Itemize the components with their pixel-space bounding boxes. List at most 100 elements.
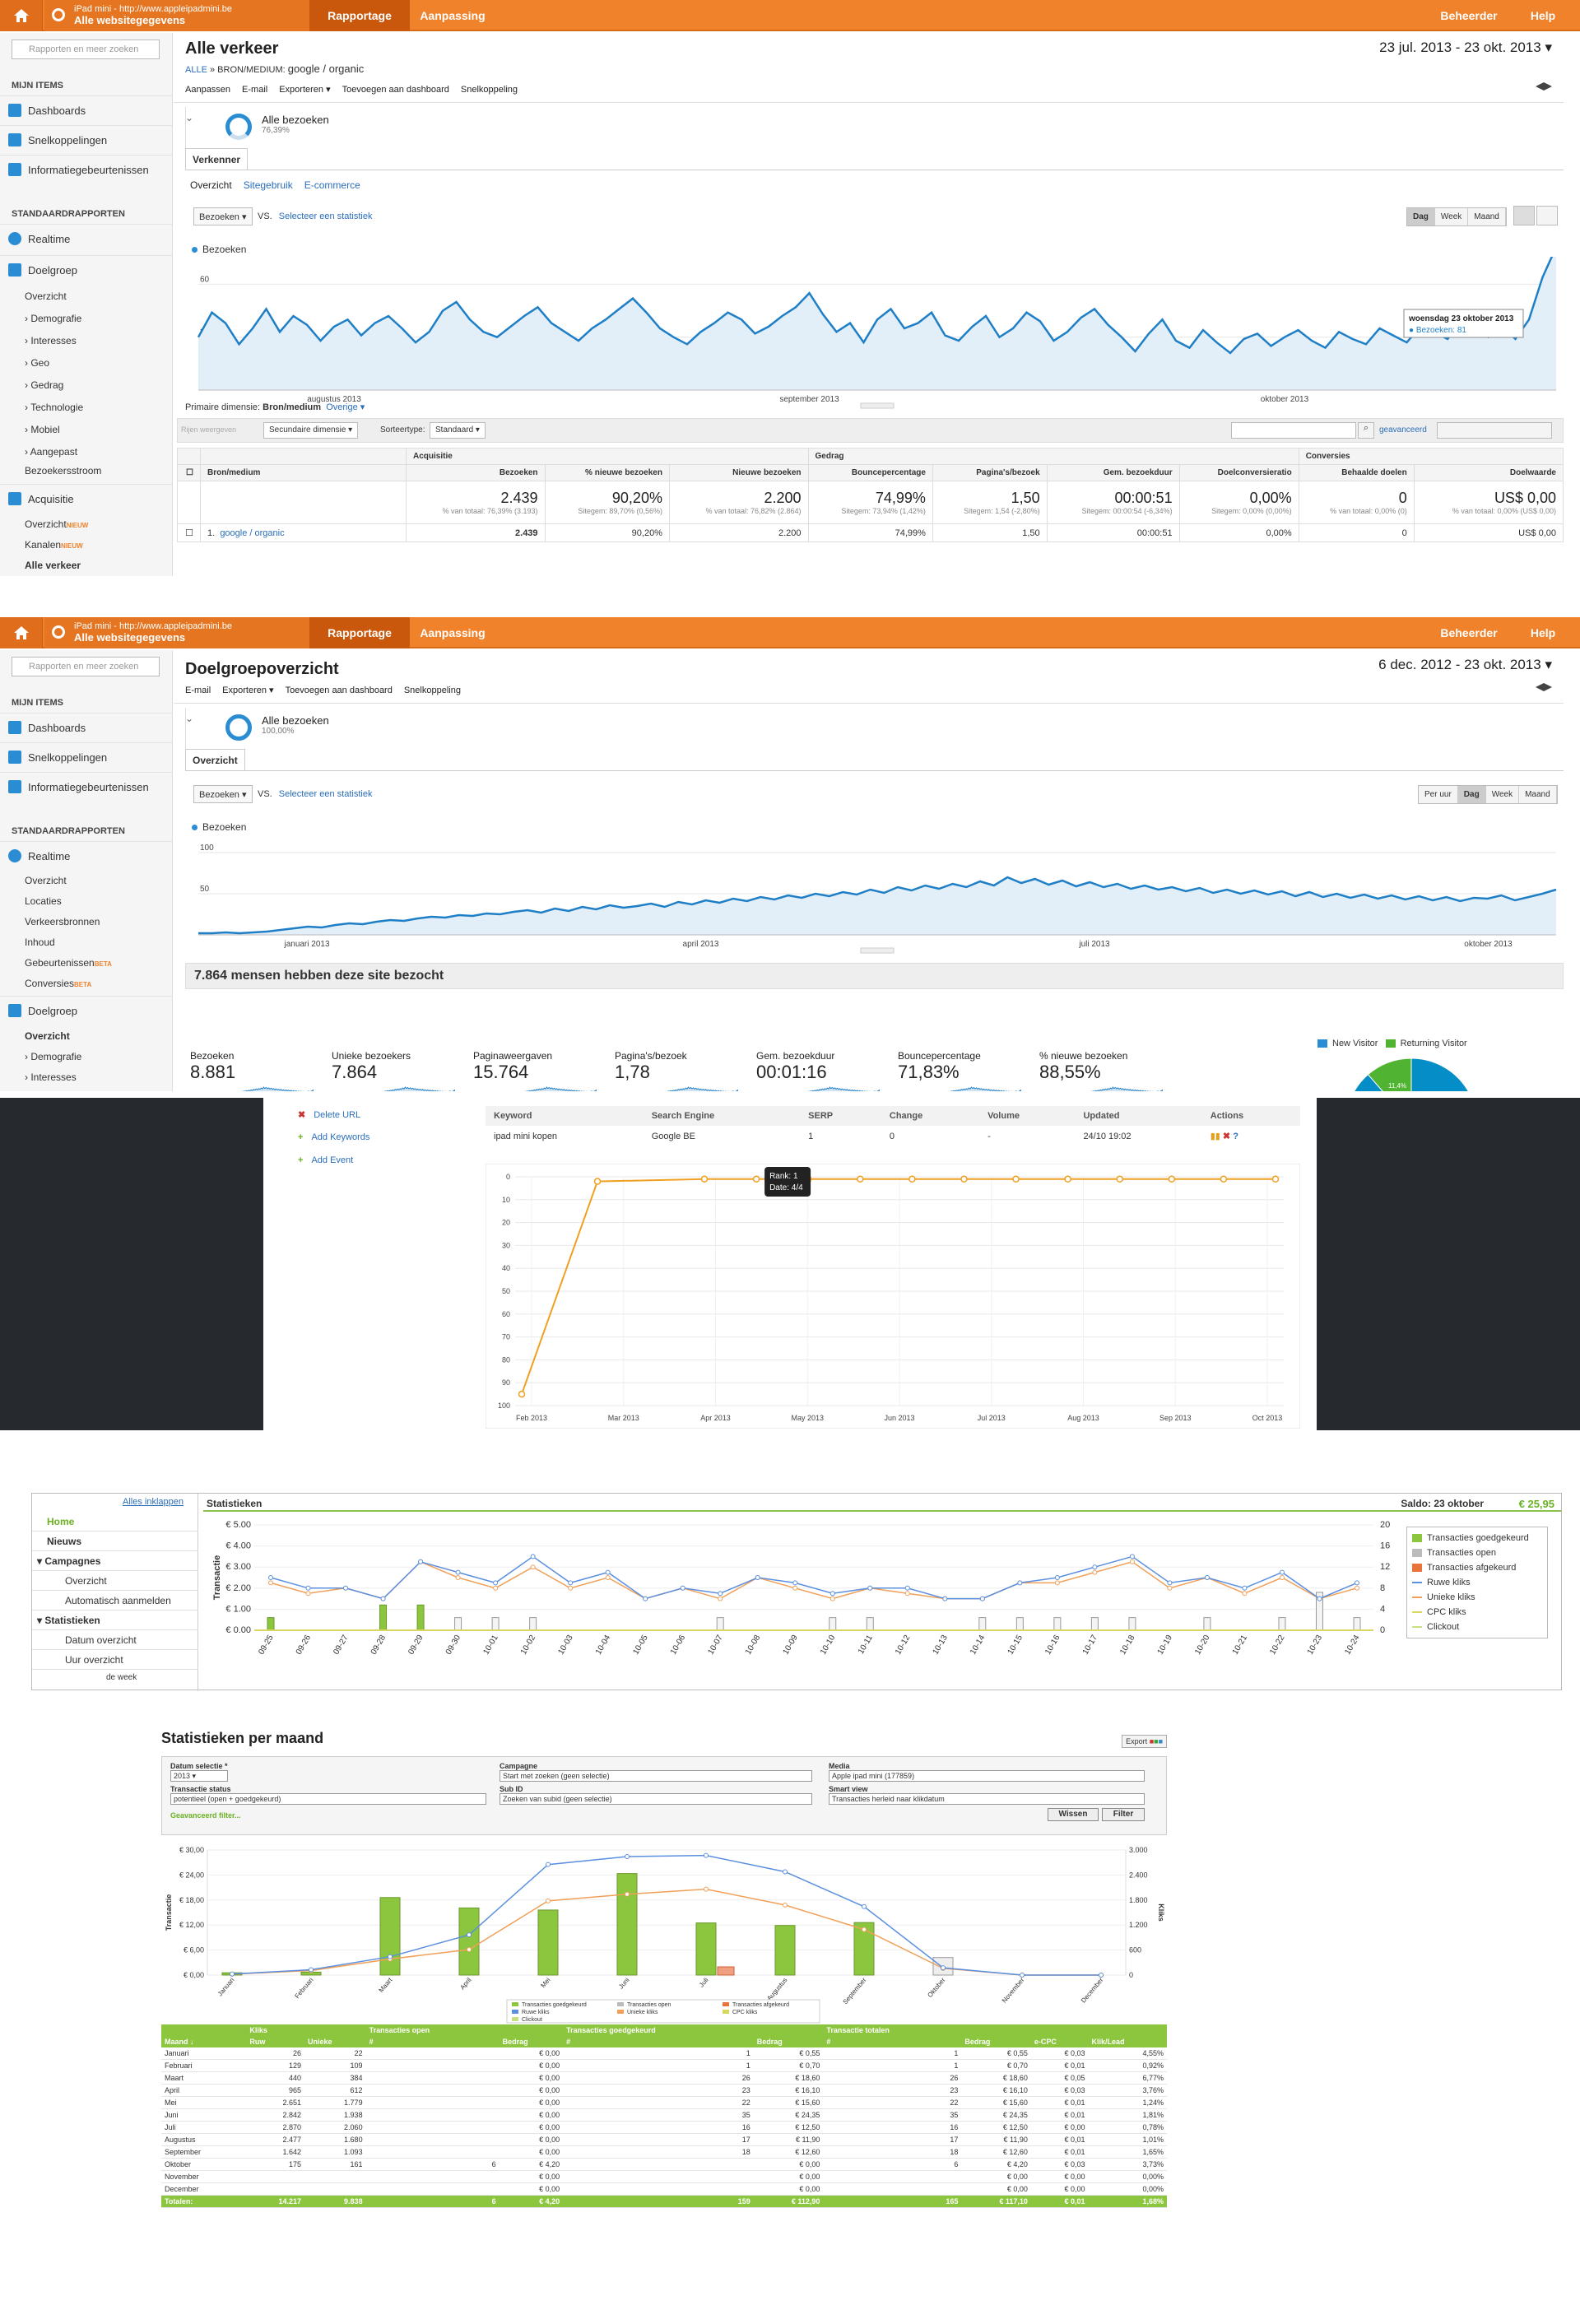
col-avg-duration[interactable]: Gem. bezoekduur	[1046, 464, 1180, 481]
status-select[interactable]: potentieel (open + goedgekeurd)	[170, 1793, 486, 1805]
chevron-down-icon[interactable]: ⌄	[185, 112, 194, 123]
tab-overview[interactable]: Overzicht	[185, 749, 245, 770]
segment-all-visits[interactable]: Alle bezoeken 76,39%	[185, 107, 366, 148]
sidebar-sub-rt-conversions[interactable]: ConversiesBETA	[25, 978, 91, 989]
bar-chart-icon[interactable]: ▮▮	[1210, 1132, 1220, 1141]
nav-date-overview[interactable]: Datum overzicht	[32, 1630, 198, 1650]
shortcut-button[interactable]: Snelkoppeling	[460, 85, 518, 95]
sidebar-sub-interests[interactable]: › Interesses	[25, 1071, 77, 1083]
select-metric-link[interactable]: Selecteer een statistiek	[278, 789, 373, 799]
sidebar-sub-channels[interactable]: KanalenNIEUW	[25, 539, 83, 551]
help-link[interactable]: Help	[1530, 626, 1556, 639]
metric-card[interactable]: Bezoeken 8.881	[190, 1050, 314, 1091]
sidebar-sub-rt-events[interactable]: GebeurtenissenBETA	[25, 957, 112, 969]
other-dim-link[interactable]: Overige ▾	[326, 402, 365, 412]
sidebar-sub-geo[interactable]: › Geo	[25, 357, 50, 369]
add-event-link[interactable]: + Add Event	[298, 1155, 353, 1165]
email-button[interactable]: E-mail	[185, 686, 211, 695]
breadcrumb-value[interactable]: google / organic	[287, 63, 365, 75]
report-search-input[interactable]: Rapporten en meer zoeken	[12, 657, 160, 676]
clear-button[interactable]: Wissen	[1048, 1808, 1099, 1821]
metric-select[interactable]: Bezoeken ▾	[193, 207, 253, 225]
motion-chart-icon[interactable]	[1536, 206, 1558, 225]
beheerder-link[interactable]: Beheerder	[1440, 626, 1498, 639]
graduation-cap-icon[interactable]	[1536, 683, 1552, 695]
sidebar-sub-audience-overview[interactable]: Overzicht	[25, 1030, 70, 1042]
date-range-picker[interactable]: 23 jul. 2013 - 23 okt. 2013 ▾	[1379, 40, 1552, 56]
sidebar-sub-rt-content[interactable]: Inhoud	[25, 937, 55, 948]
period-day-button[interactable]: Dag	[1407, 208, 1435, 225]
media-select[interactable]: Apple ipad mini (177859)	[829, 1770, 1145, 1782]
shortcut-button[interactable]: Snelkoppeling	[403, 686, 461, 695]
customize-button[interactable]: Aanpassen	[185, 85, 231, 95]
add-keywords-link[interactable]: + Add Keywords	[298, 1132, 369, 1142]
smartview-select[interactable]: Transacties herleid naar klikdatum	[829, 1793, 1145, 1805]
export-button[interactable]: Export ■■■	[1122, 1735, 1167, 1748]
property-selector[interactable]: iPad mini - http://www.appleipadmini.be A…	[44, 617, 309, 648]
period-week-button[interactable]: Week	[1485, 786, 1520, 803]
nav-news[interactable]: Nieuws	[32, 1532, 198, 1551]
nav-auto-signup[interactable]: Automatisch aanmelden	[32, 1591, 198, 1611]
metric-select[interactable]: Bezoeken ▾	[193, 785, 253, 803]
select-metric-link[interactable]: Selecteer een statistiek	[278, 211, 373, 221]
primary-dim-value[interactable]: Bron/medium	[263, 402, 322, 412]
add-to-dashboard-button[interactable]: Toevoegen aan dashboard	[285, 686, 393, 695]
table-view-icons[interactable]	[1437, 422, 1552, 439]
sidebar-sub-interests[interactable]: › Interesses	[25, 335, 77, 346]
secondary-dimension-select[interactable]: Secundaire dimensie ▾	[263, 422, 359, 439]
sidebar-item-dashboards[interactable]: Dashboards	[0, 713, 172, 741]
sidebar-item-shortcuts[interactable]: Snelkoppelingen	[0, 125, 172, 153]
tab-rapportage[interactable]: Rapportage	[309, 617, 410, 648]
home-button[interactable]	[0, 0, 43, 31]
metric-card[interactable]: Paginaweergaven 15.764	[473, 1050, 597, 1091]
export-button[interactable]: Exporteren ▾	[222, 686, 274, 695]
col-pct-new[interactable]: % nieuwe bezoeken	[544, 464, 670, 481]
delete-url-link[interactable]: ✖ Delete URL	[298, 1109, 360, 1120]
row-checkbox[interactable]: ☐	[177, 523, 201, 542]
sidebar-sub-rt-overview[interactable]: Overzicht	[25, 875, 67, 886]
tab-aanpassing[interactable]: Aanpassing	[420, 626, 486, 639]
sidebar-item-audience[interactable]: Doelgroep	[0, 255, 172, 283]
period-month-button[interactable]: Maand	[1468, 208, 1506, 225]
col-pages-visit[interactable]: Pagina's/bezoek	[932, 464, 1048, 481]
segment-all-visits[interactable]: Alle bezoeken 100,00%	[185, 708, 366, 749]
period-day-button[interactable]: Dag	[1457, 786, 1486, 803]
beheerder-link[interactable]: Beheerder	[1440, 9, 1498, 22]
col-goal-value[interactable]: Doelwaarde	[1413, 464, 1564, 481]
row-source[interactable]: google / organic	[220, 528, 285, 538]
col-new-visits[interactable]: Nieuwe bezoeken	[668, 464, 809, 481]
table-search-input[interactable]	[1231, 422, 1356, 439]
home-button[interactable]	[0, 617, 43, 648]
nav-hour-overview[interactable]: Uur overzicht	[32, 1650, 198, 1670]
sort-type-select[interactable]: Standaard ▾	[430, 422, 486, 439]
report-search-input[interactable]: Rapporten en meer zoeken	[12, 40, 160, 59]
col-goal-conv[interactable]: Doelconversieratio	[1178, 464, 1299, 481]
sidebar-sub-demographics[interactable]: › Demografie	[25, 1051, 82, 1062]
metric-card[interactable]: % nieuwe bezoeken 88,55%	[1039, 1050, 1164, 1091]
metric-card[interactable]: Unieke bezoekers 7.864	[332, 1050, 456, 1091]
subid-select[interactable]: Zoeken van subid (geen selectie)	[500, 1793, 812, 1805]
nav-week-overview[interactable]: de week	[106, 1673, 137, 1682]
advanced-filter-link[interactable]: Geavanceerd filter...	[170, 1811, 241, 1820]
col-goals[interactable]: Behaalde doelen	[1298, 464, 1415, 481]
sidebar-item-acquisition[interactable]: Acquisitie	[0, 484, 172, 512]
period-hour-button[interactable]: Per uur	[1419, 786, 1458, 803]
sidebar-sub-all-traffic[interactable]: Alle verkeer	[25, 560, 81, 571]
tab-aanpassing[interactable]: Aanpassing	[420, 9, 486, 22]
sidebar-item-realtime[interactable]: Realtime	[0, 224, 172, 252]
close-icon[interactable]: ✖	[1222, 1132, 1231, 1141]
advanced-filter-link[interactable]: geavanceerd	[1379, 425, 1427, 435]
metric-card[interactable]: Bouncepercentage 71,83%	[898, 1050, 1022, 1091]
plot-rows-button[interactable]: Rijen weergeven	[181, 425, 237, 434]
sidebar-sub-visitor-flow[interactable]: Bezoekersstroom	[25, 465, 102, 476]
col-source-medium[interactable]: Bron/medium	[200, 464, 407, 481]
tab-rapportage[interactable]: Rapportage	[309, 0, 410, 31]
sidebar-item-shortcuts[interactable]: Snelkoppelingen	[0, 742, 172, 770]
col-bounce[interactable]: Bouncepercentage	[807, 464, 933, 481]
campaign-select[interactable]: Start met zoeken (geen selectie)	[500, 1770, 812, 1782]
tab-explorer[interactable]: Verkenner	[185, 148, 249, 170]
collapse-all-link[interactable]: Alles inklappen	[123, 1497, 184, 1507]
sidebar-sub-acq-overview[interactable]: OverzichtNIEUW	[25, 518, 88, 530]
sidebar-item-intelligence[interactable]: Informatiegebeurtenissen	[0, 772, 172, 800]
add-to-dashboard-button[interactable]: Toevoegen aan dashboard	[342, 85, 449, 95]
